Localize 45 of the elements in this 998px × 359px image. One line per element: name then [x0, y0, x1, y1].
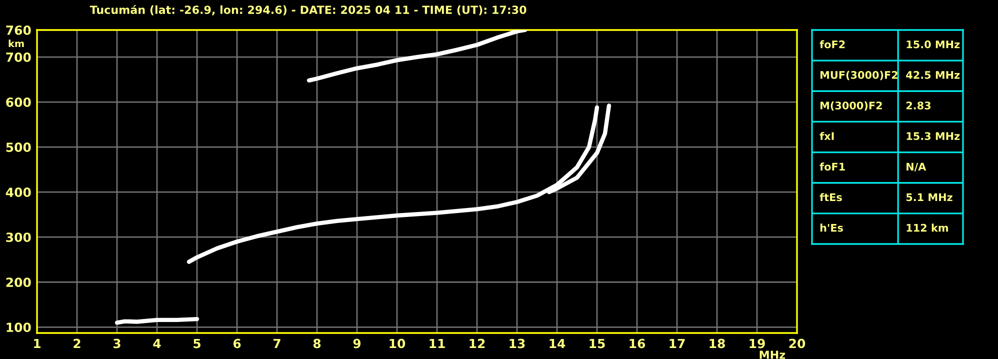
- text: 15.3 MHz: [906, 132, 960, 140]
- y-tick-label: 100: [6, 322, 31, 332]
- text: N/A: [906, 162, 926, 172]
- y-tick-label: 700: [6, 52, 31, 62]
- text: MUF(3000)F2: [820, 70, 898, 80]
- x-tick-label: 15: [590, 338, 605, 348]
- x-tick-label: 10: [390, 338, 406, 348]
- y-tick-label: 400: [6, 188, 31, 198]
- x-tick-label: 20: [789, 338, 806, 348]
- y-axis-title: km: [8, 40, 24, 48]
- x-tick-label: 13: [510, 338, 525, 348]
- text: foF1: [820, 162, 845, 171]
- text: ftEs: [820, 193, 842, 202]
- x-tick-label: 4: [153, 338, 161, 348]
- y-tick-label: 760: [6, 25, 31, 35]
- text: 2.83: [906, 102, 930, 110]
- x-tick-label: 1: [34, 338, 40, 348]
- x-tick-label: 3: [113, 338, 120, 348]
- text: 15.0 MHz: [906, 40, 960, 48]
- x-tick-label: 12: [470, 338, 485, 348]
- text: fxI: [820, 132, 834, 140]
- x-axis-title: MHz: [760, 350, 786, 359]
- text: 42.5 MHz: [906, 71, 960, 79]
- text: M(3000)F2: [820, 101, 882, 111]
- x-tick-label: 6: [233, 338, 241, 348]
- x-tick-label: 19: [750, 338, 765, 348]
- x-tick-label: 14: [550, 338, 566, 348]
- y-tick-label: 600: [6, 98, 31, 107]
- x-tick-label: 11: [430, 338, 445, 348]
- text: foF2: [820, 40, 845, 48]
- x-tick-label: 8: [313, 338, 321, 348]
- text: 112 km: [906, 224, 948, 232]
- x-tick-label: 2: [74, 338, 80, 348]
- x-tick-label: 9: [353, 338, 361, 348]
- text: h'Es: [820, 224, 843, 232]
- y-tick-label: 200: [6, 278, 31, 288]
- text: 5.1 MHz: [906, 193, 952, 202]
- x-tick-label: 16: [630, 338, 646, 348]
- y-tick-label: 500: [6, 142, 31, 152]
- x-tick-label: 17: [670, 338, 685, 348]
- x-tick-label: 18: [710, 338, 725, 348]
- x-tick-label: 5: [194, 338, 200, 348]
- y-tick-label: 300: [6, 232, 31, 242]
- x-tick-label: 7: [273, 338, 280, 348]
- chart-title: Tucumán (lat: -26.9, lon: 294.6) - DATE: 2025 04 11 - TIME (UT): 17:30: [90, 4, 526, 16]
